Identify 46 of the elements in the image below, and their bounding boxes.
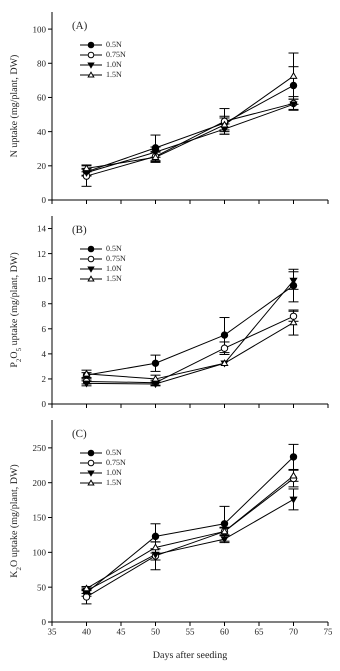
y-tick-label: 20 xyxy=(37,161,46,172)
y-tick-label: 8 xyxy=(42,298,46,309)
y-tick-label: 250 xyxy=(32,443,46,454)
text: (A) xyxy=(72,20,88,32)
legend-label: 1.5N xyxy=(106,478,122,488)
legend-label: 1.5N xyxy=(106,274,122,284)
legend-label: 0.5N xyxy=(106,448,122,458)
x-tick-label: 45 xyxy=(116,626,126,636)
legend-label: 0.75N xyxy=(106,254,126,264)
text: (C) xyxy=(72,428,87,440)
x-tick-label: 65 xyxy=(254,626,264,636)
x-tick-label: 55 xyxy=(186,626,195,636)
y-tick-label: 100 xyxy=(32,24,46,34)
x-tick-label: 70 xyxy=(289,626,298,636)
x-axis-title: Days after seeding xyxy=(152,650,228,661)
y-tick-label: 60 xyxy=(37,92,46,103)
legend-label: 1.5N xyxy=(106,70,122,80)
legend-label: 1.0N xyxy=(106,468,122,478)
y-tick-label: 12 xyxy=(37,248,46,259)
y-tick-label: 50 xyxy=(37,582,46,592)
legend-label: 0.75N xyxy=(106,458,126,468)
x-tick-label: 35 xyxy=(48,626,57,636)
y-tick-label: 150 xyxy=(32,512,46,523)
x-tick-label: 60 xyxy=(220,626,230,636)
y-tick-label: 6 xyxy=(42,324,46,334)
y-tick-label: 10 xyxy=(37,274,46,284)
y-tick-label: 0 xyxy=(42,195,46,206)
x-tick-label: 50 xyxy=(151,626,160,636)
legend-label: 0.5N xyxy=(106,40,122,50)
y-tick-label: 200 xyxy=(32,478,46,488)
x-tick-label: 40 xyxy=(82,626,92,636)
legend-label: 1.0N xyxy=(106,264,122,274)
y-tick-label: 2 xyxy=(42,374,46,384)
legend-label: 0.75N xyxy=(106,50,126,60)
y-tick-label: 80 xyxy=(37,58,46,68)
legend-label: 0.5N xyxy=(106,244,122,254)
y-tick-label: 100 xyxy=(32,548,46,558)
y-tick-label: 40 xyxy=(37,126,46,137)
legend-label: 1.0N xyxy=(106,60,122,70)
y-tick-label: 14 xyxy=(37,224,46,234)
x-tick-label: 75 xyxy=(324,626,333,636)
y-tick-label: 0 xyxy=(42,399,46,410)
y-axis-title: N uptake (mg/plant, DW) xyxy=(9,54,20,158)
text: (B) xyxy=(72,224,87,236)
y-tick-label: 4 xyxy=(42,349,46,360)
y-tick-label: 0 xyxy=(42,617,46,628)
